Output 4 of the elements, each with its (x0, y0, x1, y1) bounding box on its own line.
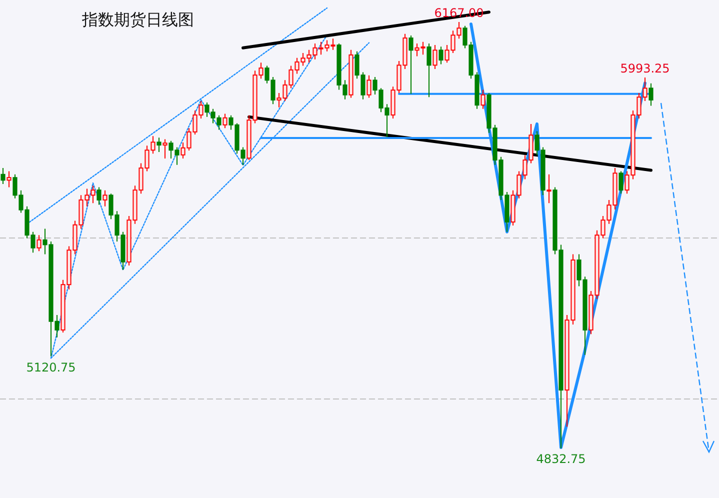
annotation: 5120.75 (26, 360, 76, 374)
annotation: 5993.25 (620, 62, 670, 76)
text: 指数期货日线图 (81, 10, 194, 29)
annotation: 4832.75 (536, 452, 586, 466)
